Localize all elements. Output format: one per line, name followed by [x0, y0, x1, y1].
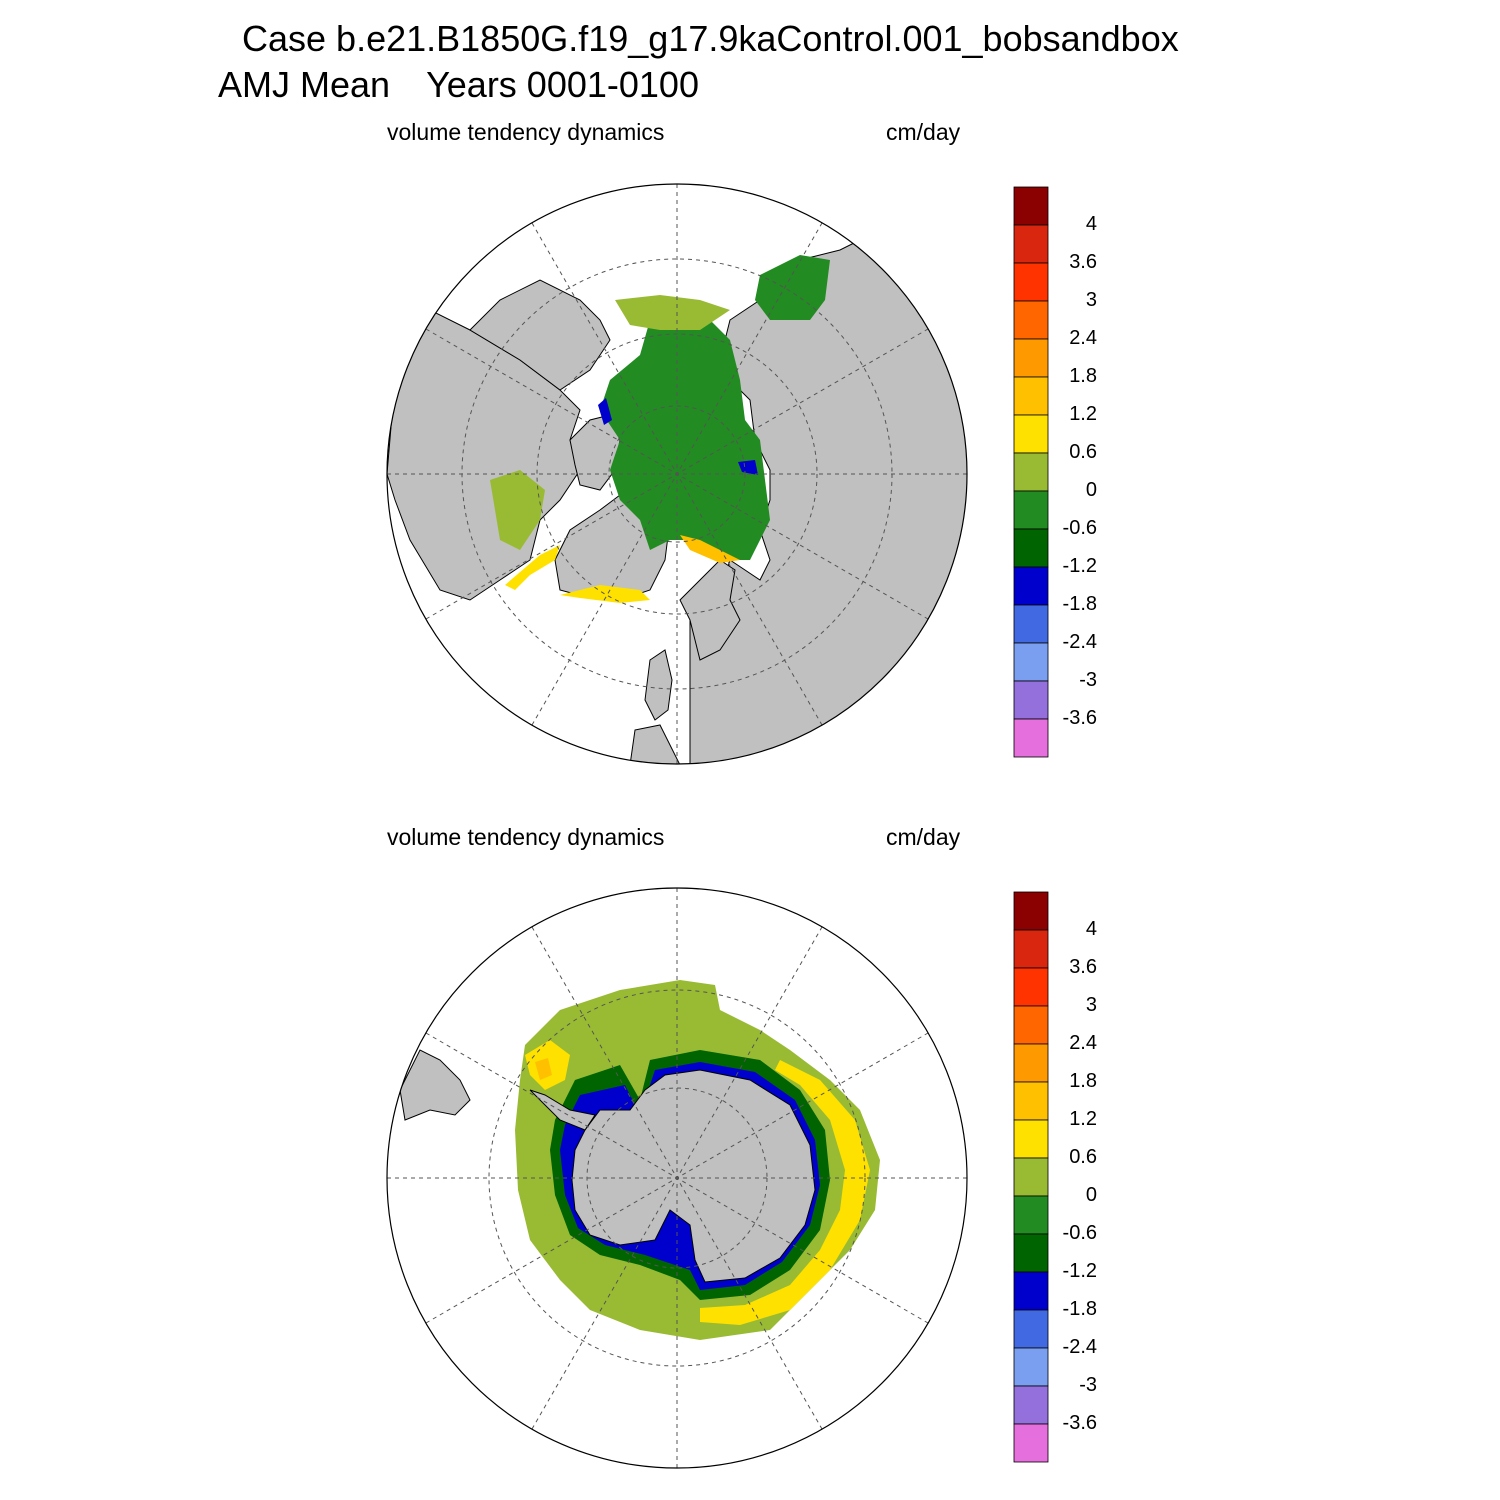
- south-colorbar-box: [1013, 1423, 1049, 1463]
- north-colorbar-tick-label: -1.2: [1062, 555, 1097, 577]
- north-graticule: [387, 184, 967, 764]
- north-colorbar-box: [1013, 528, 1049, 568]
- south-colorbar-box: [1013, 1195, 1049, 1235]
- south-colorbar: [1013, 891, 1049, 1463]
- south-variable-label: volume tendency dynamics: [387, 824, 665, 850]
- south-colorbar-tick-label: 0.6: [1069, 1146, 1097, 1168]
- north-colorbar-tick-label: -2.4: [1062, 631, 1097, 653]
- north-colorbar-box: [1013, 414, 1049, 454]
- south-colorbar-tick-label: 4: [1085, 918, 1097, 940]
- north-colorbar-box: [1013, 338, 1049, 378]
- south-colorbar-tick-label: 3: [1085, 994, 1097, 1016]
- north-variable-label: volume tendency dynamics: [387, 119, 665, 145]
- north-colorbar-tick-label: 3.6: [1069, 251, 1097, 273]
- south-colorbar-tick-label: -0.6: [1062, 1222, 1097, 1244]
- years-label: Years 0001-0100: [426, 64, 699, 105]
- south-colorbar-tick-label: 1.8: [1069, 1070, 1097, 1092]
- south-colorbar-box: [1013, 1081, 1049, 1121]
- north-colorbar-box: [1013, 718, 1049, 758]
- north-colorbar-tick-label: -0.6: [1062, 517, 1097, 539]
- north-colorbar-tick-label: 3: [1085, 289, 1097, 311]
- north-colorbar-tick-label: 0.6: [1069, 441, 1097, 463]
- north-ice-greenland-east: [560, 585, 650, 603]
- south-colorbar-box: [1013, 967, 1049, 1007]
- season-label: AMJ Mean: [218, 64, 391, 105]
- north-colorbar-tick-label: -3: [1079, 669, 1097, 691]
- north-ice-hudson: [490, 470, 545, 550]
- north-colorbar-tick-label: 0: [1085, 479, 1097, 501]
- south-polar-map: [386, 887, 968, 1469]
- north-colorbar-tick-label: 4: [1085, 213, 1097, 235]
- north-land-britain: [644, 649, 673, 721]
- north-colorbar-tick-label: 2.4: [1069, 327, 1097, 349]
- south-colorbar-box: [1013, 1309, 1049, 1349]
- case-title: Case b.e21.B1850G.f19_g17.9kaControl.001…: [242, 18, 1179, 59]
- south-colorbar-box: [1013, 1233, 1049, 1273]
- north-ice-field: [600, 310, 770, 560]
- south-colorbar-tick-label: -3: [1079, 1374, 1097, 1396]
- north-colorbar-tick-label: 1.8: [1069, 365, 1097, 387]
- north-land-alaska: [469, 279, 611, 391]
- south-colorbar-tick-label: -2.4: [1062, 1336, 1097, 1358]
- south-colorbar-tick-label: 0: [1085, 1184, 1097, 1206]
- south-land-antarctica: [571, 1069, 816, 1283]
- north-colorbar-box: [1013, 452, 1049, 492]
- south-colorbar-box: [1013, 1385, 1049, 1425]
- south-colorbar-tick-label: 2.4: [1069, 1032, 1097, 1054]
- north-units-label: cm/day: [886, 119, 961, 145]
- north-colorbar-box: [1013, 376, 1049, 416]
- north-colorbar-box: [1013, 490, 1049, 530]
- south-colorbar-box: [1013, 1347, 1049, 1387]
- north-colorbar-tick-label: -1.8: [1062, 593, 1097, 615]
- north-colorbar-tick-label: 1.2: [1069, 403, 1097, 425]
- south-map-border: [386, 887, 968, 1469]
- south-colorbar-tick-label: -1.2: [1062, 1260, 1097, 1282]
- north-ice-bering: [615, 295, 730, 330]
- south-land-peninsula: [529, 1089, 596, 1131]
- south-graticule: [387, 888, 967, 1468]
- north-colorbar-tick-label: -3.6: [1062, 707, 1097, 729]
- north-colorbar: [1013, 186, 1049, 758]
- south-colorbar-tick-label: 3.6: [1069, 956, 1097, 978]
- north-colorbar-box: [1013, 186, 1049, 226]
- south-ice-east-arc: [700, 1060, 870, 1325]
- north-land-iberia: [629, 724, 681, 764]
- north-map-border: [386, 183, 968, 765]
- south-colorbar-box: [1013, 1119, 1049, 1159]
- north-ice-laptev-blue: [598, 398, 612, 425]
- north-colorbar-box: [1013, 604, 1049, 644]
- south-colorbar-tick-label: 1.2: [1069, 1108, 1097, 1130]
- south-colorbar-box: [1013, 1271, 1049, 1311]
- north-polar-map: [386, 183, 968, 765]
- north-ice-kara-blue: [738, 460, 758, 475]
- north-colorbar-box: [1013, 262, 1049, 302]
- north-ice-okhotsk: [755, 255, 830, 320]
- south-ice-weddell-core: [535, 1058, 552, 1080]
- south-colorbar-box: [1013, 1157, 1049, 1197]
- south-colorbar-tick-label: -1.8: [1062, 1298, 1097, 1320]
- south-units-label: cm/day: [886, 824, 961, 850]
- south-colorbar-box: [1013, 1005, 1049, 1045]
- north-ice-labrador: [505, 545, 560, 590]
- north-ice-barents: [680, 535, 740, 563]
- south-land-south-america: [399, 1049, 471, 1121]
- period-title: AMJ Mean Years 0001-0100: [218, 64, 699, 106]
- south-colorbar-tick-label: -3.6: [1062, 1412, 1097, 1434]
- north-colorbar-box: [1013, 224, 1049, 264]
- south-colorbar-box: [1013, 891, 1049, 931]
